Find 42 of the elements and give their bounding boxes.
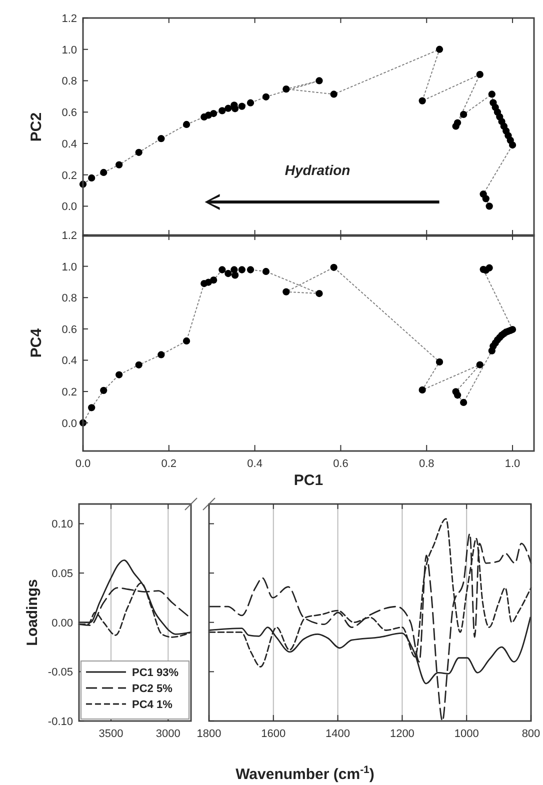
x-tick-label: 1000 — [454, 728, 479, 740]
y-tick-label: -0.10 — [48, 716, 73, 728]
x-tick-label: 0.0 — [75, 458, 91, 470]
x-tick-label: 1600 — [261, 728, 286, 740]
y-axis-title: PC4 — [28, 328, 45, 358]
x-tick-label: 0.2 — [161, 458, 177, 470]
y-tick-label: 1.0 — [62, 44, 77, 56]
y-tick-label: 1.0 — [62, 261, 77, 274]
x-tick-label: 1.0 — [504, 458, 520, 470]
x-tick-label: 1200 — [390, 728, 414, 740]
x-axis-title: PC1 — [294, 472, 324, 489]
y-tick-label: 0.4 — [62, 138, 77, 150]
y-tick-label: 0.4 — [62, 355, 77, 368]
x-tick-label: 0.8 — [418, 458, 434, 470]
y-tick-label: 0.05 — [52, 568, 73, 580]
x-tick-label: 0.6 — [333, 458, 348, 470]
x-tick-label: 1400 — [326, 728, 350, 740]
x-tick-label: 3500 — [98, 728, 124, 740]
y-tick-label: 0.6 — [62, 107, 77, 120]
y-tick-label: 0.0 — [62, 418, 77, 430]
legend-label: PC1 93% — [132, 667, 179, 679]
x-tick-label: 1800 — [196, 728, 222, 740]
y-tick-label: 0.10 — [52, 518, 73, 531]
legend-label: PC4 1% — [132, 699, 173, 711]
y-tick-label: 0.00 — [52, 617, 73, 630]
y-axis-title: PC2 — [28, 112, 45, 142]
annotation: Hydration — [284, 162, 350, 178]
legend-label: PC2 5% — [132, 683, 173, 695]
x-tick-label: 0.4 — [247, 458, 262, 470]
x-tick-label: 3000 — [156, 728, 180, 740]
y-tick-label: 1.2 — [62, 13, 77, 25]
x-tick-label: 800 — [522, 728, 540, 740]
y-tick-label: 0.8 — [62, 76, 77, 88]
y-tick-label: -0.05 — [48, 666, 73, 679]
y-tick-label: 0.0 — [62, 201, 77, 214]
y-tick-label: 0.6 — [62, 324, 77, 336]
y-tick-label: 1.2 — [62, 230, 77, 242]
y-tick-label: 0.2 — [62, 170, 77, 182]
y-tick-label: 0.2 — [62, 386, 77, 399]
x-axis-title: Wavenumber (cm$^{-1}$) — [236, 764, 374, 783]
y-axis-title: Loadings — [24, 579, 41, 646]
y-tick-label: 0.8 — [62, 292, 77, 305]
